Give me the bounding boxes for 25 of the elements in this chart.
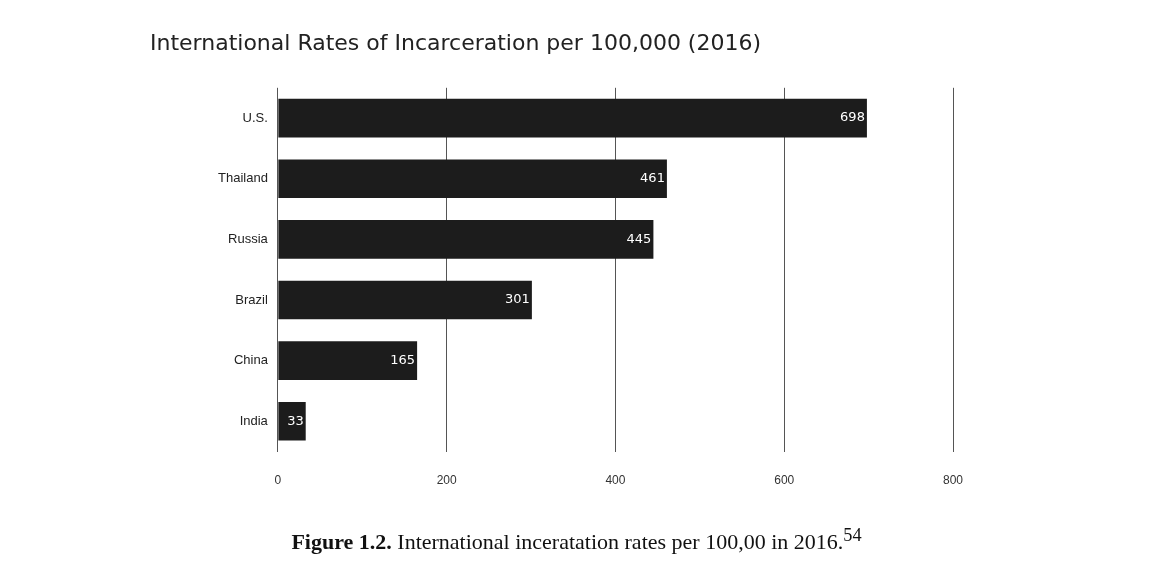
y-tick-label: Russia — [228, 230, 269, 246]
bar — [278, 159, 667, 199]
y-tick-label: Thailand — [217, 170, 268, 186]
chart-title: International Rates of Incarceration per 100,000 (2016) — [150, 30, 762, 55]
y-tick-label: U.S. — [242, 109, 268, 125]
x-tick-label: 600 — [774, 473, 795, 488]
y-tick-label: India — [239, 412, 269, 428]
bar — [278, 401, 306, 441]
data-label: 301 — [505, 291, 530, 307]
bar — [278, 220, 654, 259]
y-tick-label: China — [233, 352, 269, 368]
data-label: 461 — [640, 170, 665, 186]
x-tick-label: 800 — [942, 473, 964, 488]
bar — [278, 98, 867, 138]
bar — [278, 280, 532, 320]
data-label: 165 — [390, 352, 416, 368]
x-tick-label: 0 — [274, 473, 282, 488]
data-label: 33 — [287, 412, 304, 428]
x-tick-label: 400 — [605, 473, 626, 488]
data-label: 698 — [840, 109, 865, 125]
x-tick-label: 200 — [436, 473, 457, 488]
y-tick-label: Brazil — [235, 291, 268, 307]
data-label: 445 — [626, 230, 652, 246]
caption: Figure 1.2. International inceratation rates per 100,00 in 2016.$^{54}$ — [290, 525, 863, 556]
bar — [278, 341, 418, 380]
